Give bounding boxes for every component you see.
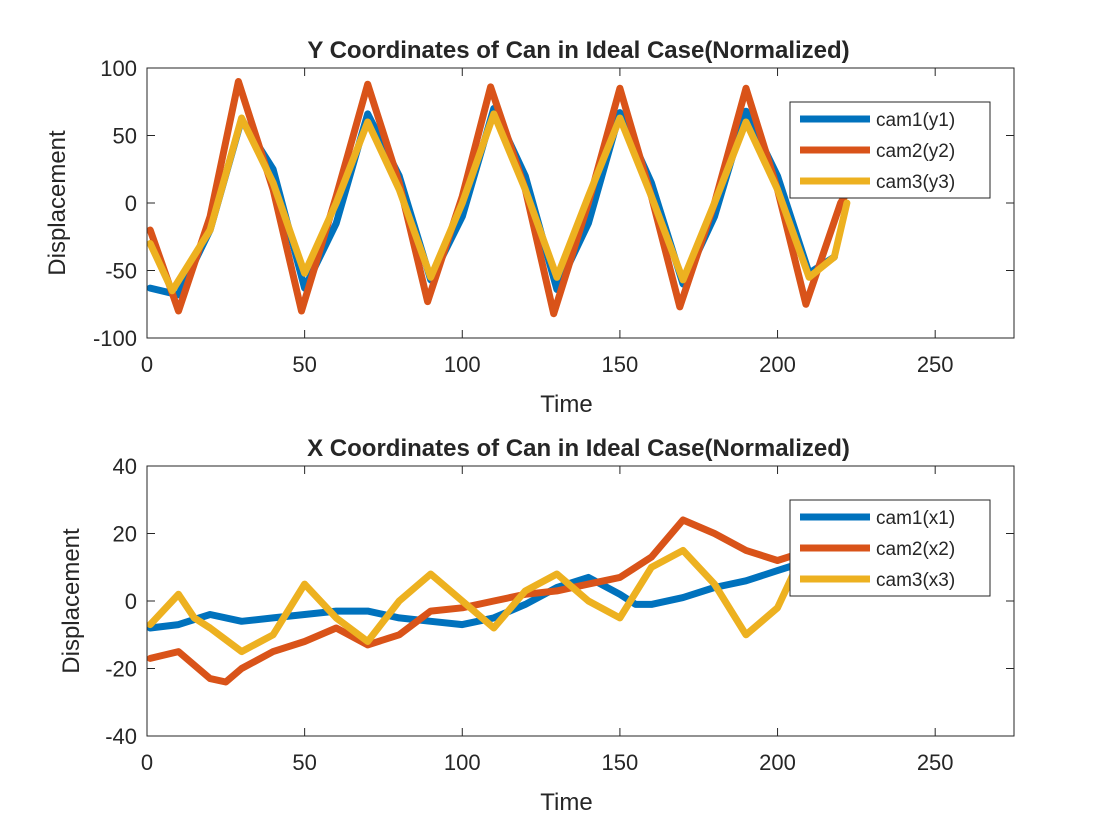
chart-title: Y Coordinates of Can in Ideal Case(Norma… [307, 37, 849, 64]
x-axis-label: Time [540, 391, 592, 418]
x-tick-label: 200 [759, 352, 796, 377]
y-coordinates-chart: 0 50 100 150 200 250 -100 -50 0 50 100 Y Coordinate… [44, 37, 1015, 418]
x-coordinates-chart: 0 50 100 150 200 250 -40 -20 0 20 40 X Coordinates … [58, 435, 1015, 816]
series-line-3 [147, 546, 797, 656]
x-tick-label: 0 [141, 750, 153, 775]
y-tick-label: -100 [93, 326, 137, 351]
legend-label-1: cam1(y1) [876, 110, 955, 131]
legend-label-1: cam1(x1) [876, 508, 955, 529]
legend-label-3: cam3(y3) [876, 172, 955, 193]
x-tick-label: 250 [917, 352, 954, 377]
y-axis-label: Displacement [58, 528, 85, 674]
series-line-1 [147, 557, 813, 632]
y-tick-label: -40 [105, 724, 137, 749]
x-tick-label: 100 [444, 750, 481, 775]
y-tick-label: 0 [125, 589, 137, 614]
y-tick-label: 100 [100, 56, 137, 81]
legend-label-2: cam2(y2) [876, 141, 955, 162]
x-tick-label: 100 [444, 352, 481, 377]
legend-label-3: cam3(x3) [876, 570, 955, 591]
x-tick-label: 200 [759, 750, 796, 775]
x-tick-label: 250 [917, 750, 954, 775]
legend-label-2: cam2(x2) [876, 539, 955, 560]
series-line-2 [147, 516, 813, 686]
chart-title: X Coordinates of Can in Ideal Case(Norma… [307, 435, 850, 462]
x-tick-label: 150 [602, 352, 639, 377]
legend: cam1(y1) cam2(y2) cam3(y3) [789, 101, 991, 199]
y-tick-label: 20 [113, 522, 137, 547]
x-tick-label: 150 [602, 750, 639, 775]
x-tick-label: 50 [292, 750, 316, 775]
x-tick-label: 50 [292, 352, 316, 377]
legend: cam1(x1) cam2(x2) cam3(x3) [789, 499, 991, 597]
x-axis-label: Time [540, 789, 592, 816]
y-tick-label: 40 [113, 454, 137, 479]
y-tick-label: -50 [105, 259, 137, 284]
x-tick-label: 0 [141, 352, 153, 377]
y-tick-label: 50 [113, 124, 137, 149]
y-tick-label: -20 [105, 657, 137, 682]
series-line-3 [147, 110, 851, 295]
y-axis-label: Displacement [44, 130, 71, 276]
y-tick-label: 0 [125, 191, 137, 216]
